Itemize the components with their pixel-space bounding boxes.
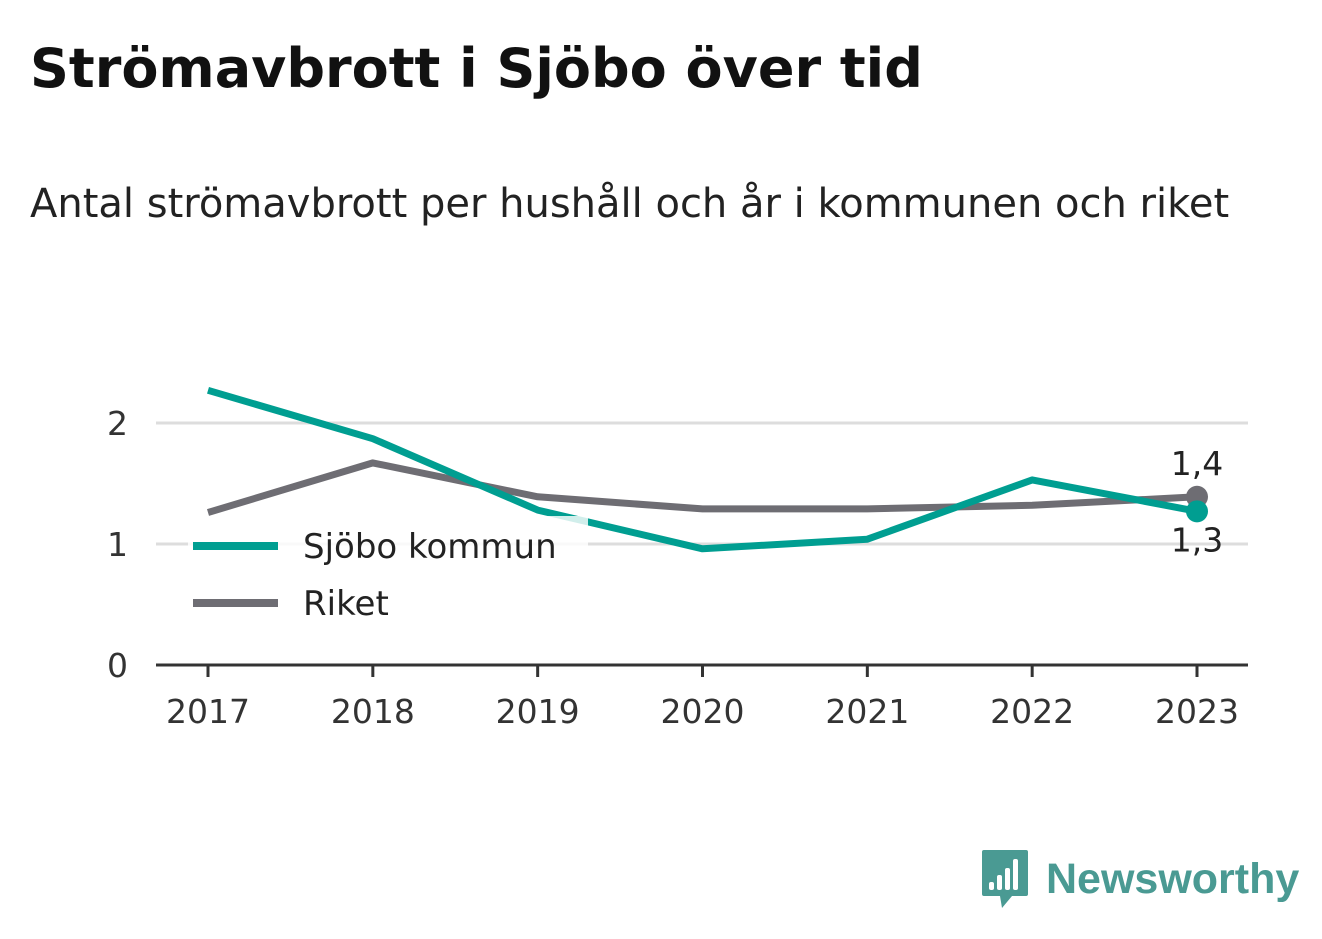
x-tick-label: 2017 [166,692,250,731]
x-tick-label: 2023 [1155,692,1239,731]
series-lines [206,386,1198,553]
y-tick-label: 2 [107,404,128,443]
x-tick-label: 2018 [331,692,415,731]
chart-subtitle: Antal strömavbrott per hushåll och år i … [30,181,1230,227]
y-tick-label: 1 [107,525,128,564]
legend-label: Riket [303,584,389,624]
end-label-riket: 1,4 [1171,444,1223,483]
legend-background [188,516,588,634]
brand-name: Newsworthy [1046,855,1300,903]
x-tick-label: 2022 [990,692,1074,731]
x-tick-label: 2020 [661,692,745,731]
y-tick-label: 0 [107,646,128,685]
legend-label: Sjöbo kommun [303,527,557,567]
bar-chart-speech-icon [982,850,1028,908]
end-points [1186,485,1208,523]
legend: Sjöbo kommun Riket [188,516,588,634]
chart-title: Strömavbrott i Sjöbo över tid [30,37,923,100]
y-axis-ticks: 0 1 2 [107,404,128,685]
series-line-sjobo [207,386,1198,553]
end-labels: 1,4 1,3 [1171,444,1223,560]
x-tick-label: 2021 [825,692,909,731]
end-label-sjobo: 1,3 [1171,520,1223,559]
end-point-sjobo [1186,500,1208,523]
series-line-riket [206,459,1198,516]
x-axis-ticks: 2017 2018 2019 2020 2021 2022 2023 [166,665,1239,731]
x-tick-label: 2019 [496,692,580,731]
newsworthy-logo: Newsworthy [980,848,1299,910]
